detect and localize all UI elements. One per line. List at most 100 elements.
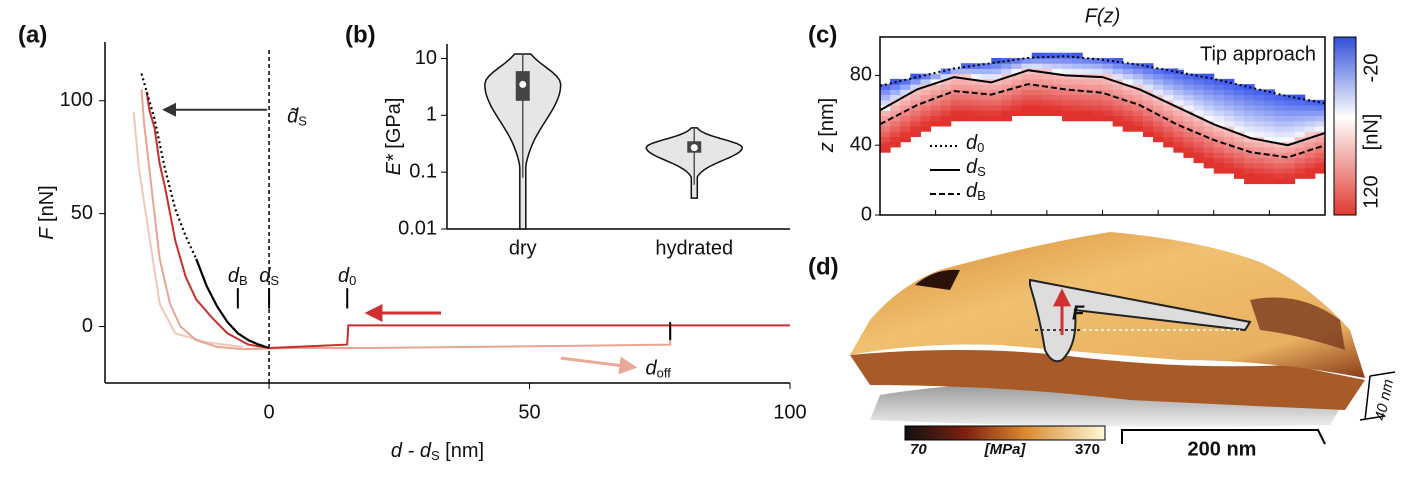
heat-cell	[1193, 152, 1205, 158]
heat-cell	[1102, 105, 1114, 111]
heat-cell	[890, 89, 901, 96]
colorbar-tick: -20	[1360, 54, 1382, 83]
heat-cell	[1213, 84, 1225, 90]
heat-cell	[1284, 157, 1296, 164]
label-after: [nm]	[816, 98, 838, 142]
heat-cell	[1173, 78, 1184, 85]
heat-cell	[1112, 115, 1124, 122]
heat-cell	[1294, 105, 1306, 111]
heat-cell	[1041, 105, 1053, 111]
heat-cell	[1051, 63, 1063, 69]
heat-cell	[1011, 99, 1023, 106]
height-bar	[1359, 371, 1396, 421]
height-bar-label: 40 nm	[1372, 378, 1397, 422]
heat-cell	[1072, 105, 1083, 111]
heat-cell	[1082, 115, 1093, 122]
annotation: Tip approach	[1200, 43, 1316, 65]
x-tick-label: dry	[509, 237, 537, 259]
heat-cell	[960, 84, 972, 90]
heat-cell	[1021, 73, 1033, 80]
heat-cell	[1223, 115, 1235, 122]
marker-label: doff	[646, 358, 672, 381]
heat-cell	[1213, 126, 1225, 132]
heat-cell	[1132, 105, 1144, 111]
heat-cell	[1294, 126, 1306, 132]
annotation: d̃S	[287, 106, 307, 129]
heat-cell	[1203, 115, 1215, 122]
heat-cell	[1244, 99, 1255, 106]
heat-cell	[930, 94, 942, 101]
heat-cell	[1102, 78, 1114, 85]
heat-cell	[1163, 126, 1174, 132]
heat-cell	[1011, 73, 1023, 80]
heat-cell	[1223, 157, 1235, 164]
heat-cell	[1021, 94, 1033, 101]
heat-cell	[1284, 126, 1296, 132]
heat-cell	[1254, 126, 1265, 132]
heat-cell	[1173, 115, 1184, 122]
heat-cell	[981, 105, 992, 111]
heat-cell	[1183, 146, 1195, 153]
heat-cell	[1314, 146, 1326, 153]
heat-cell	[1254, 94, 1265, 101]
heat-cell	[1254, 152, 1265, 158]
heat-cell	[1264, 120, 1275, 127]
heat-cell	[1132, 120, 1144, 127]
heat-cell	[1244, 141, 1255, 148]
heat-cell	[920, 73, 932, 80]
heat-cell	[1304, 141, 1316, 148]
heat-cell	[1274, 131, 1286, 137]
heat-cell	[1031, 99, 1043, 106]
colorbar-label: [MPa]	[984, 441, 1027, 458]
heat-cell	[1132, 89, 1144, 96]
heat-cell	[890, 136, 901, 143]
scale-bar	[1121, 429, 1326, 445]
heat-cell	[1163, 110, 1174, 117]
heat-cell	[1011, 63, 1023, 69]
heat-cell	[910, 120, 921, 127]
heat-cell	[971, 110, 982, 117]
heat-cell	[1072, 57, 1083, 64]
heat-cell	[1203, 146, 1215, 153]
heat-cell	[1223, 146, 1235, 153]
heat-cell	[1304, 152, 1316, 158]
heat-cell	[1213, 94, 1225, 101]
heat-cell	[910, 84, 921, 90]
heat-cell	[1244, 157, 1255, 164]
heat-cell	[991, 57, 1002, 64]
label-sub: S	[431, 448, 440, 463]
heat-cell	[1244, 105, 1255, 111]
median	[690, 144, 698, 152]
heat-cell	[940, 99, 952, 106]
y-tick-label: 0	[861, 203, 872, 225]
heat-cell	[1072, 99, 1083, 106]
heat-cell	[1092, 84, 1103, 90]
heat-cell	[991, 84, 1002, 90]
heat-cell	[991, 94, 1002, 101]
heat-cell	[1203, 73, 1215, 80]
heat-cell	[1132, 63, 1144, 69]
heat-cell	[1304, 110, 1316, 117]
colorbar	[904, 425, 1106, 441]
heat-cell	[1314, 152, 1326, 158]
heat-cell	[1011, 57, 1023, 64]
heat-cell	[1031, 63, 1043, 69]
heat-cell	[960, 99, 972, 106]
heat-cell	[910, 131, 921, 137]
heat-cell	[1274, 152, 1286, 158]
heat-cell	[1203, 152, 1215, 158]
heat-cell	[1213, 157, 1225, 164]
heat-cell	[1163, 68, 1174, 75]
arrow	[560, 356, 638, 375]
heat-cell	[1254, 131, 1265, 137]
heat-cell	[991, 73, 1002, 80]
heat-cell	[880, 94, 891, 101]
heat-cell	[920, 126, 932, 132]
heat-cell	[1142, 73, 1154, 80]
heat-cell	[950, 84, 962, 90]
heat-cell	[1031, 110, 1043, 117]
heat-cell	[1213, 131, 1225, 137]
heat-cell	[1244, 120, 1255, 127]
surface-dark	[915, 269, 960, 290]
heat-cell	[1132, 73, 1144, 80]
